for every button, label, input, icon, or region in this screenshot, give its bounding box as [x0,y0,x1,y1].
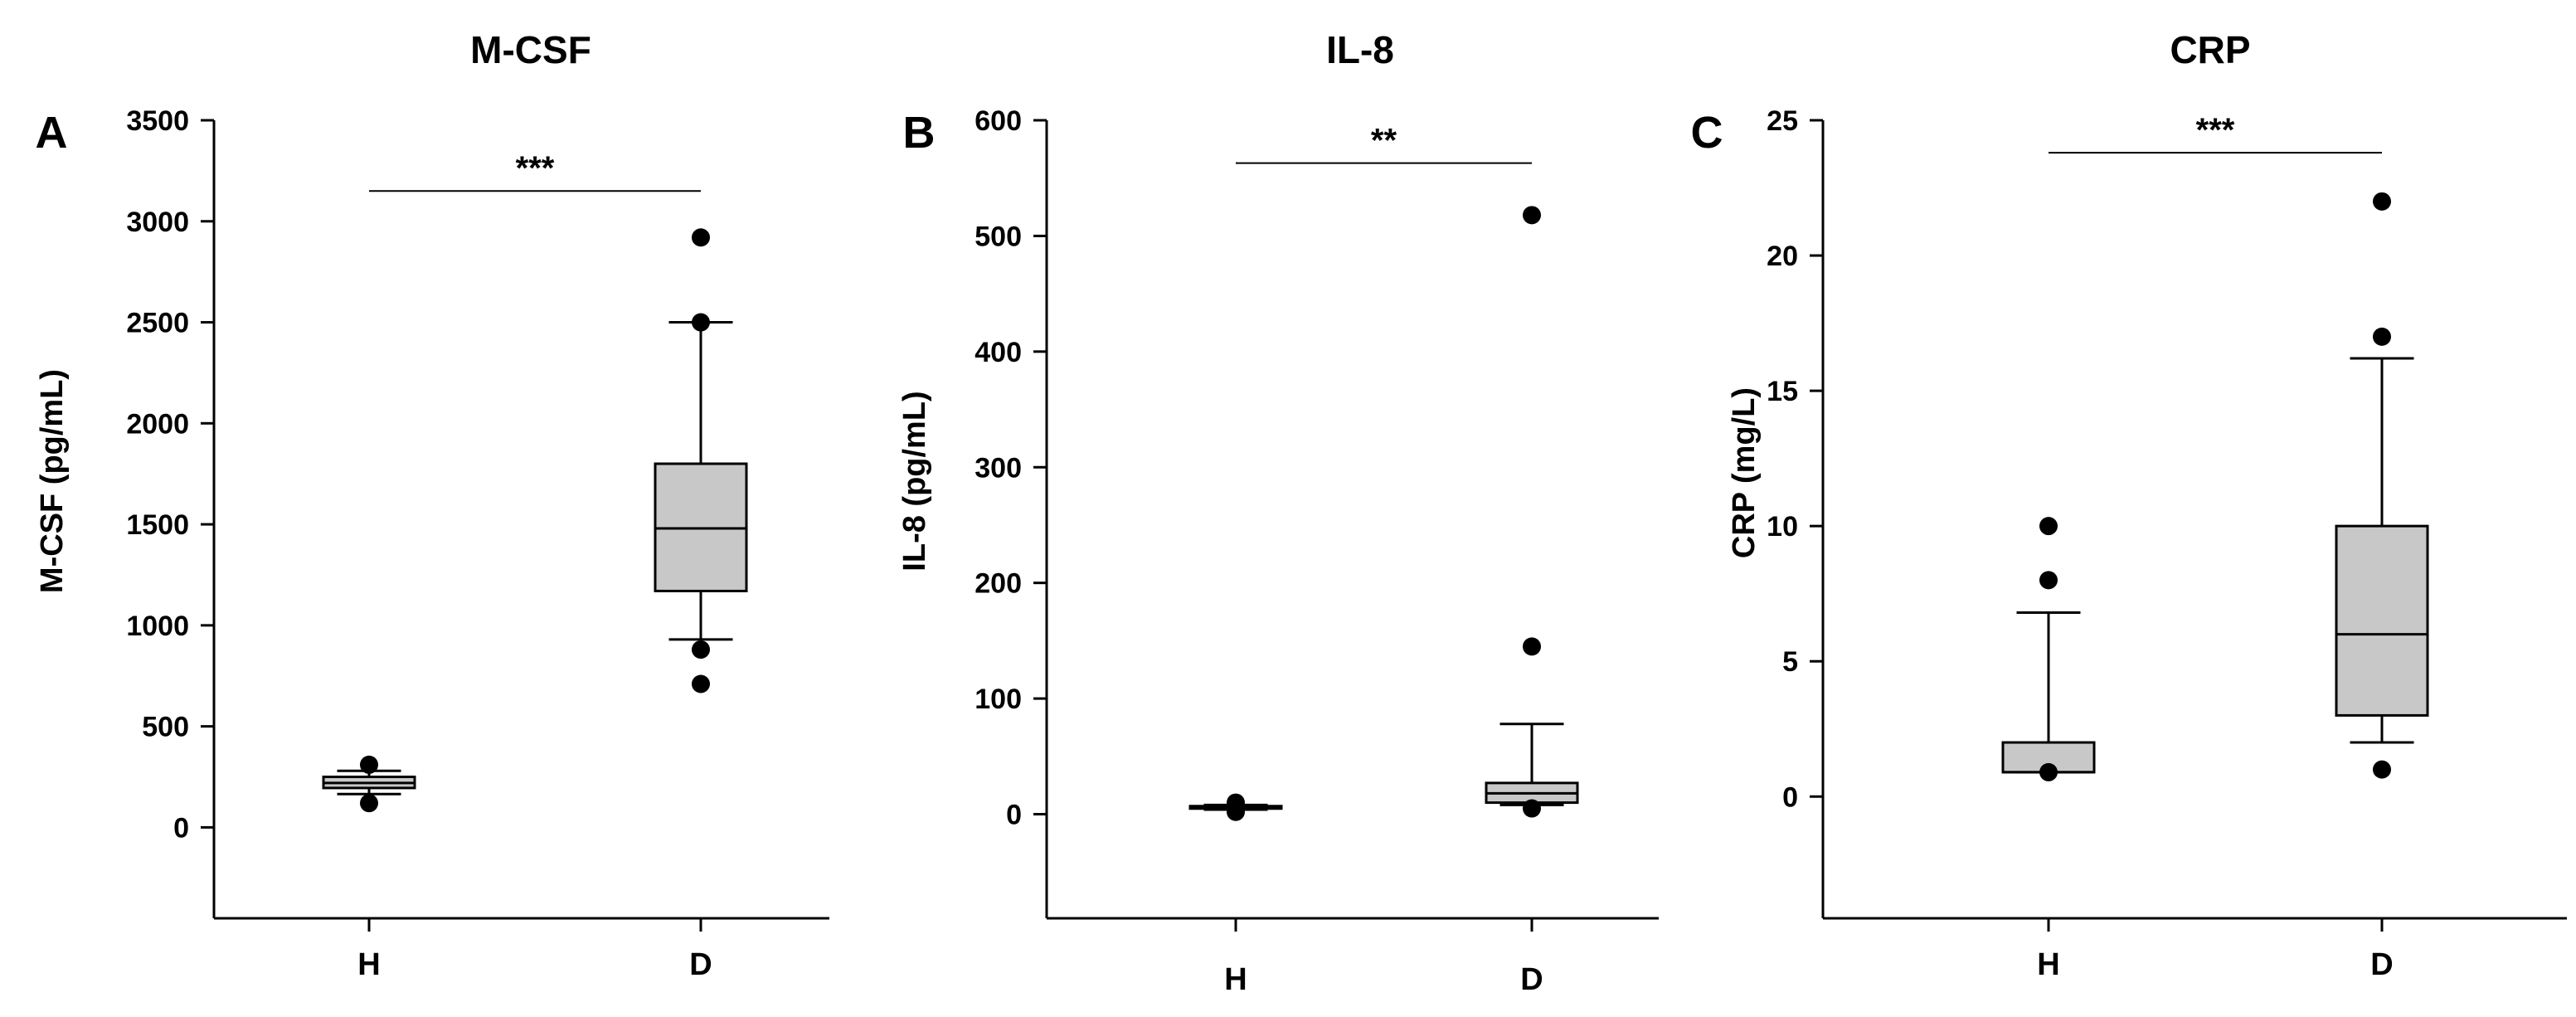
plot-area: 0 100 200 300 400 500 600 H D ** [975,105,1659,997]
y-tick-label: 0 [173,812,189,844]
panel-c: CRP C CRP (mg/L) 0 5 10 15 20 25 H D *** [1691,28,2567,982]
y-tick-label: 1000 [126,611,189,642]
y-tick-label: 500 [142,712,189,743]
y-tick-label: 20 [1767,241,1798,272]
significance-label: *** [2196,112,2235,148]
y-tick-label: 5 [1782,646,1798,678]
y-tick-label: 100 [975,684,1022,715]
outlier-point [360,794,378,813]
x-category-label: H [357,947,380,982]
panel-b: IL-8 B IL-8 (pg/mL) 0 100 200 300 400 500 600 H… [897,28,1659,997]
y-tick-label: 400 [975,337,1022,368]
y-tick-label: 500 [975,221,1022,252]
y-axis-label: M-CSF (pg/mL) [35,369,70,593]
y-tick-label: 2500 [126,308,189,339]
outlier-point [692,640,710,659]
outlier-point [2373,327,2391,346]
panel-title: IL-8 [1326,28,1394,71]
box-d [1485,206,1579,818]
plot-area: 0 5 10 15 20 25 H D *** [1767,105,2567,982]
panel-title: CRP [2170,28,2250,71]
significance-label: ** [1371,123,1397,159]
panel-letter: B [903,108,936,158]
outlier-point [1523,637,1541,656]
box-h [322,755,416,813]
y-tick-label: 200 [975,568,1022,600]
y-tick-label: 3000 [126,207,189,238]
outlier-point [692,674,710,693]
panel-letter: A [36,108,68,158]
x-category-label: D [1520,962,1543,997]
outlier-point [1227,793,1245,812]
y-tick-label: 2000 [126,408,189,440]
x-category-label: H [1224,962,1247,997]
outlier-point [1523,799,1541,818]
box-h [1188,793,1283,821]
x-category-label: H [2037,947,2059,982]
box-d [2335,192,2429,779]
box-d [654,228,748,693]
box-iqr [2335,524,2429,717]
box-h [2001,517,2096,781]
outlier-point [2373,192,2391,211]
y-tick-label: 10 [1767,511,1798,543]
significance-label: *** [516,150,555,187]
y-tick-label: 600 [975,105,1022,137]
outlier-point [1523,206,1541,225]
y-axis-label: IL-8 (pg/mL) [897,391,932,571]
y-tick-label: 300 [975,452,1022,484]
panel-a: M-CSF A M-CSF (pg/mL) 0 500 1000 1500 2000 25… [35,28,829,982]
y-tick-label: 0 [1782,781,1798,813]
y-tick-label: 0 [1006,800,1022,831]
y-tick-label: 15 [1767,376,1798,407]
panel-title: M-CSF [470,28,591,71]
x-category-label: D [2370,947,2393,982]
panel-letter: C [1691,108,1723,158]
outlier-point [2039,517,2058,536]
outlier-point [692,313,710,332]
outlier-point [2039,762,2058,781]
plot-area: 0 500 1000 1500 2000 2500 3000 3500 H D *** [126,105,829,982]
y-tick-label: 3500 [126,105,189,137]
y-tick-label: 25 [1767,105,1798,137]
outlier-point [2039,571,2058,590]
y-axis-label: CRP (mg/L) [1727,387,1762,558]
outlier-point [360,755,378,774]
outlier-point [692,228,710,247]
x-category-label: D [689,947,712,982]
outlier-point [2373,760,2391,779]
y-tick-label: 1500 [126,509,189,541]
